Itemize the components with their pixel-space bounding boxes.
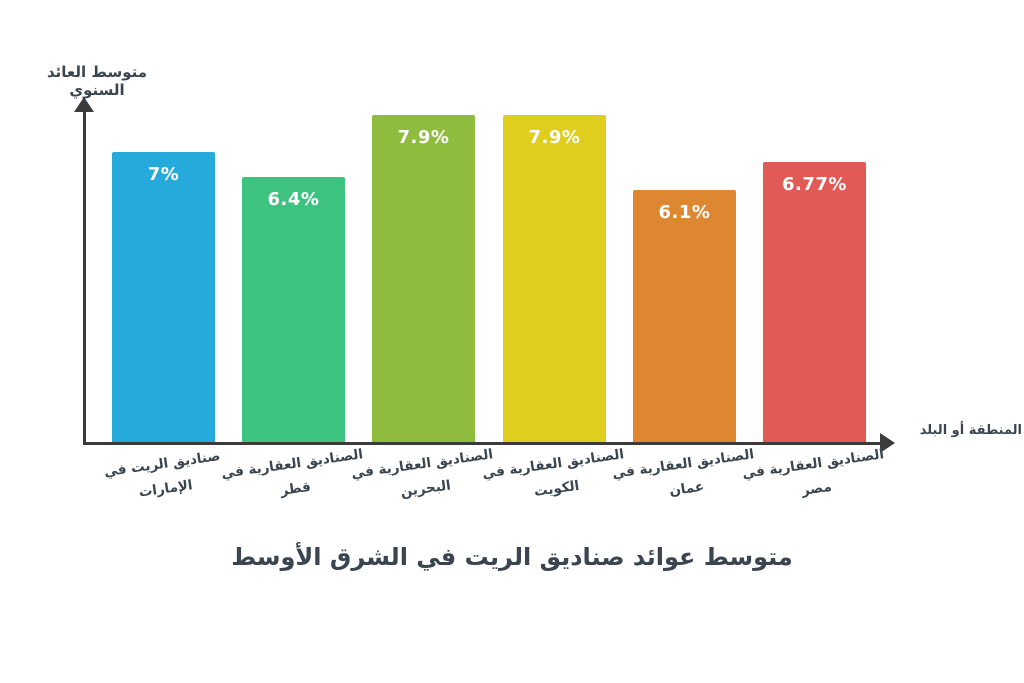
bar-value-label: 7.9% xyxy=(528,127,581,148)
category-label: الصناديق العقارية في البحرين xyxy=(349,446,494,501)
x-axis-arrow-icon xyxy=(880,433,895,453)
bar: 7.9% xyxy=(503,115,606,442)
bar: 7% xyxy=(112,152,215,442)
x-axis-line xyxy=(83,442,881,445)
chart-title: متوسط عوائد صناديق الريت في الشرق الأوسط xyxy=(231,543,793,571)
bar-value-label: 6.1% xyxy=(658,202,711,223)
x-axis-label: المنطقة أو البلد xyxy=(919,423,1022,438)
y-axis-line xyxy=(83,110,86,445)
bar-value-label: 7% xyxy=(147,164,180,185)
y-axis-label: متوسط العائد السنوي xyxy=(46,63,148,99)
bar: 6.1% xyxy=(633,190,736,442)
category-label: الصناديق العقارية في مصر xyxy=(740,446,885,499)
bar-value-label: 7.9% xyxy=(397,127,450,148)
bar-value-label: 6.77% xyxy=(782,174,847,195)
bar: 7.9% xyxy=(372,115,475,442)
bar: 6.4% xyxy=(242,177,345,442)
bar: 6.77% xyxy=(763,162,866,442)
y-axis-arrow-icon xyxy=(74,97,94,112)
bar-value-label: 6.4% xyxy=(267,189,320,210)
